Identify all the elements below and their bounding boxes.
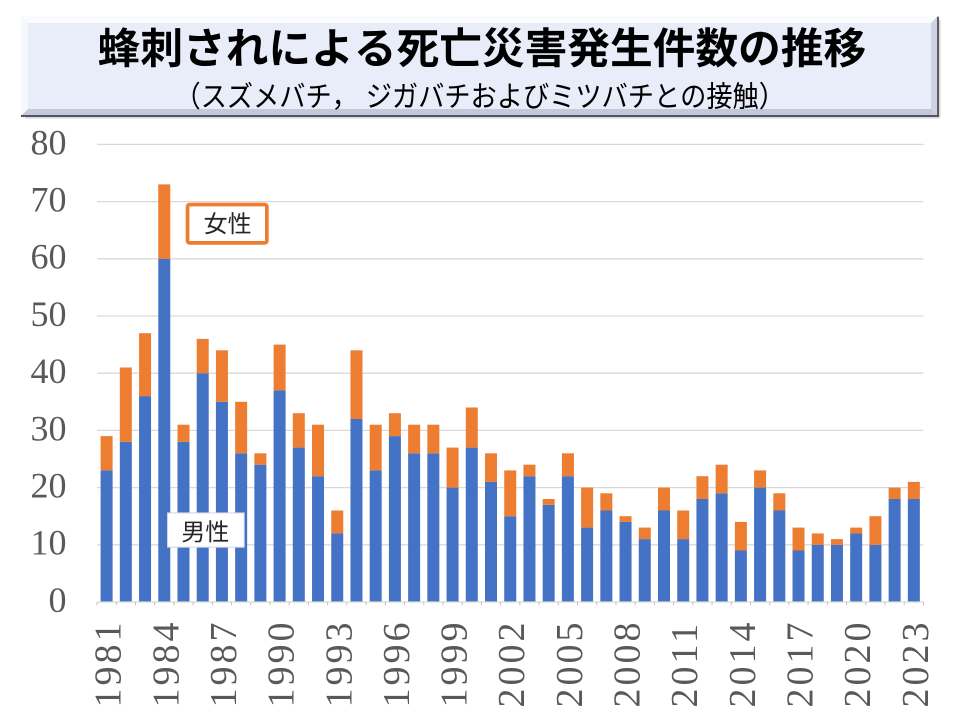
svg-text:10: 10 bbox=[31, 523, 67, 563]
svg-text:40: 40 bbox=[31, 351, 67, 391]
svg-text:1993: 1993 bbox=[318, 620, 360, 708]
svg-text:1987: 1987 bbox=[203, 620, 245, 708]
svg-text:1999: 1999 bbox=[434, 620, 476, 708]
svg-text:60: 60 bbox=[31, 237, 67, 277]
svg-text:2023: 2023 bbox=[895, 620, 937, 708]
svg-text:50: 50 bbox=[31, 294, 67, 334]
svg-text:2017: 2017 bbox=[780, 620, 822, 708]
svg-text:2020: 2020 bbox=[837, 620, 879, 708]
svg-text:1990: 1990 bbox=[261, 620, 303, 708]
svg-text:2005: 2005 bbox=[549, 620, 591, 708]
svg-text:20: 20 bbox=[31, 466, 67, 506]
svg-text:1996: 1996 bbox=[376, 620, 418, 708]
svg-text:2008: 2008 bbox=[607, 620, 649, 708]
svg-text:2002: 2002 bbox=[491, 620, 533, 708]
svg-text:70: 70 bbox=[31, 180, 67, 220]
svg-text:0: 0 bbox=[49, 580, 67, 620]
svg-text:80: 80 bbox=[31, 122, 67, 162]
svg-text:30: 30 bbox=[31, 408, 67, 448]
svg-text:1984: 1984 bbox=[145, 620, 187, 708]
svg-text:2011: 2011 bbox=[664, 621, 706, 708]
svg-text:2014: 2014 bbox=[722, 620, 764, 708]
svg-text:1981: 1981 bbox=[88, 620, 130, 708]
